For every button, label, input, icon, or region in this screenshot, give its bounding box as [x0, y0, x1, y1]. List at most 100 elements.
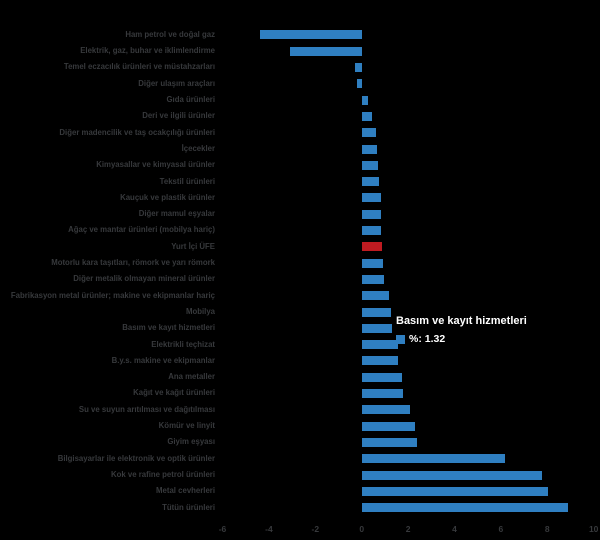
bar-row: Bilgisayarlar ile elektronik ve optik ür… [0, 451, 600, 467]
category-label: Fabrikasyon metal ürünler; makine ve eki… [10, 290, 215, 300]
bar[interactable] [361, 503, 569, 513]
category-label: Diğer metalik olmayan mineral ürünler [73, 274, 215, 284]
category-label: İçecekler [181, 143, 215, 153]
bar-row: Ağaç ve mantar ürünleri (mobilya hariç) [0, 222, 600, 238]
bar-row: Metal cevherleri [0, 483, 600, 499]
tooltip-title: Basım ve kayıt hizmetleri [396, 315, 527, 327]
bar[interactable] [361, 486, 549, 496]
bar-row: Deri ve ilgili ürünler [0, 108, 600, 124]
bar-row: Diğer madencilik ve taş ocakçılığı ürünl… [0, 125, 600, 141]
bar-row: İçecekler [0, 141, 600, 157]
category-label: Deri ve ilgili ürünler [142, 111, 215, 121]
bar[interactable] [354, 63, 362, 73]
bar-row: Elektrik, gaz, buhar ve iklimlendirme [0, 43, 600, 59]
tooltip-value-line: %: 1.32 [396, 333, 527, 345]
category-label: Bilgisayarlar ile elektronik ve optik ür… [57, 453, 215, 463]
category-label: Tekstil ürünleri [159, 176, 215, 186]
bar[interactable] [361, 454, 506, 464]
bar-row: Su ve suyun arıtılması ve dağıtılması [0, 402, 600, 418]
bar[interactable] [361, 209, 382, 219]
bar-row: Tütün ürünleri [0, 500, 600, 516]
bar[interactable] [361, 111, 372, 121]
bar[interactable] [361, 389, 403, 399]
bar-row: Giyim eşyası [0, 434, 600, 450]
bar[interactable] [361, 340, 398, 350]
bar-row: Elektrikli teçhizat [0, 337, 600, 353]
tooltip: Basım ve kayıt hizmetleri %: 1.32 [396, 315, 527, 345]
bar[interactable] [361, 274, 385, 284]
bar[interactable] [361, 160, 378, 170]
category-label: Gıda ürünleri [166, 95, 215, 104]
bar[interactable] [357, 79, 362, 89]
category-label: Kimyasallar ve kimyasal ürünler [96, 160, 215, 170]
bar[interactable] [361, 144, 377, 154]
bar[interactable] [361, 470, 542, 480]
bar[interactable] [361, 307, 391, 317]
bar-row: Motorlu kara taşıtları, römork ve yarı r… [0, 255, 600, 271]
bar-row: Diğer mamul eşyalar [0, 206, 600, 222]
category-label: Elektrik, gaz, buhar ve iklimlendirme [80, 46, 215, 56]
highlight-bar[interactable] [361, 242, 382, 252]
bar-row: Ham petrol ve doğal gaz [0, 27, 600, 43]
bar-row: Kauçuk ve plastik ürünler [0, 190, 600, 206]
x-axis-tick-label: -6 [218, 524, 227, 534]
category-label: Kok ve rafine petrol ürünleri [111, 469, 215, 479]
bar-row: Kömür ve linyit [0, 418, 600, 434]
bar[interactable] [290, 46, 362, 56]
series-marker-icon [396, 334, 405, 344]
category-label: Diğer mamul eşyalar [138, 209, 215, 219]
category-label: Basım ve kayıt hizmetleri [122, 323, 215, 333]
category-label: Temel eczacılık ürünleri ve müstahzarlar… [63, 62, 215, 72]
category-label: Ham petrol ve doğal gaz [125, 29, 215, 39]
x-axis-tick-label: -4 [265, 524, 273, 534]
category-label: Yurt İçi ÜFE [171, 241, 215, 251]
bar-row: B.y.s. makine ve ekipmanlar [0, 353, 600, 369]
bar-row: Yurt İçi ÜFE [0, 239, 600, 255]
category-label: Giyim eşyası [167, 437, 215, 447]
bar-row: Gıda ürünleri [0, 92, 600, 108]
bar-row: Diğer metalik olmayan mineral ürünler [0, 271, 600, 287]
category-label: Mobilya [185, 306, 215, 316]
bar[interactable] [361, 405, 410, 415]
x-axis-tick-label: -2 [311, 524, 320, 534]
bar[interactable] [361, 356, 399, 366]
x-axis-tick-label: 10 [588, 524, 599, 534]
x-axis-tick-label: 4 [452, 524, 457, 534]
category-label: Su ve suyun arıtılması ve dağıtılması [78, 404, 215, 414]
bar[interactable] [361, 177, 380, 187]
x-axis-tick-label: 8 [544, 524, 550, 534]
category-label: Kömür ve linyit [158, 421, 215, 430]
bar-row: Tekstil ürünleri [0, 174, 600, 190]
category-label: B.y.s. makine ve ekipmanlar [111, 355, 215, 365]
category-label: Tütün ürünleri [162, 502, 215, 512]
bar-row: Diğer ulaşım araçları [0, 76, 600, 92]
category-label: Diğer ulaşım araçları [138, 78, 215, 88]
bar[interactable] [361, 226, 382, 236]
category-label: Kauçuk ve plastik ürünler [120, 192, 215, 202]
bar-row: Basım ve kayıt hizmetleri [0, 320, 600, 336]
bar[interactable] [361, 291, 390, 301]
category-label: Motorlu kara taşıtları, römork ve yarı r… [51, 258, 215, 267]
bar[interactable] [361, 372, 402, 382]
category-label: Ana metaller [168, 372, 215, 382]
bar-row: Mobilya [0, 304, 600, 320]
bar[interactable] [361, 421, 416, 431]
bar[interactable] [361, 95, 368, 105]
bar[interactable] [361, 193, 381, 203]
bar[interactable] [361, 128, 376, 138]
x-axis-tick-label: 6 [498, 524, 504, 534]
category-label: Metal cevherleri [156, 486, 215, 496]
x-axis-tick-label: 2 [405, 524, 411, 534]
bar[interactable] [361, 323, 393, 333]
tooltip-value: %: 1.32 [409, 333, 446, 345]
bar-row: Kağıt ve kağıt ürünleri [0, 385, 600, 401]
bar[interactable] [361, 437, 417, 447]
bar[interactable] [361, 258, 384, 268]
bar[interactable] [260, 30, 362, 40]
category-label: Diğer madencilik ve taş ocakçılığı ürünl… [59, 127, 215, 137]
bar-row: Fabrikasyon metal ürünler; makine ve eki… [0, 288, 600, 304]
bar-row: Kimyasallar ve kimyasal ürünler [0, 157, 600, 173]
category-label: Elektrikli teçhizat [151, 339, 215, 349]
bar-row: Temel eczacılık ürünleri ve müstahzarlar… [0, 59, 600, 75]
